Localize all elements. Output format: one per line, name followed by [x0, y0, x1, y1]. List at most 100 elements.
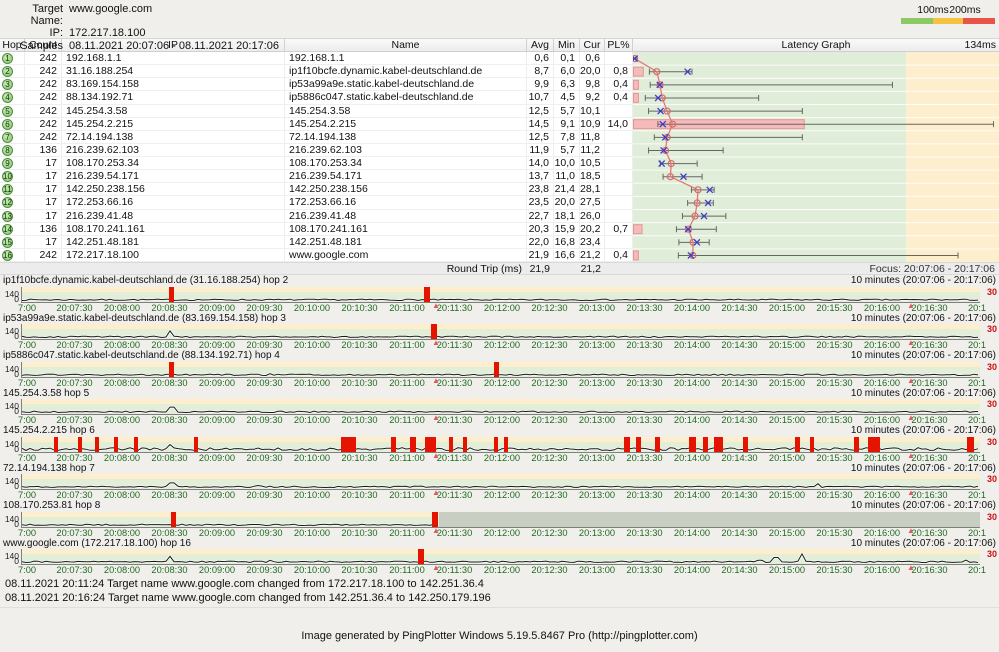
- column-header-ip[interactable]: IP: [62, 39, 285, 51]
- hop-number-badge: 8: [2, 144, 13, 156]
- time-tick-label: 20:10:30: [341, 302, 378, 313]
- time-axis: 7:00 20:07:30 20:08:00 20:08:30 20:09:00 20:0…: [0, 338, 999, 350]
- table-row-hop-2[interactable]: 2 242 31.16.188.254 ip1f10bcfe.dynamic.kabe…: [0, 65, 633, 79]
- time-tick-label: 20:15:00: [768, 527, 806, 538]
- timeline-loss-bar: [493, 436, 498, 452]
- timeline-plot[interactable]: [21, 361, 980, 378]
- column-header-name[interactable]: Name: [285, 39, 527, 51]
- y-axis-min-label: 0: [14, 556, 19, 566]
- count-cell: 242: [25, 117, 62, 130]
- column-header-min[interactable]: Min: [554, 39, 580, 51]
- timeline-loss-bar: [391, 436, 397, 452]
- timeline-plot[interactable]: [21, 399, 980, 415]
- column-header-pl[interactable]: PL%: [605, 39, 633, 51]
- hop-cell: 3: [0, 78, 25, 91]
- timeline-strip-6[interactable]: 72.14.194.138 hop 7 10 minutes (20:07:06…: [0, 463, 999, 500]
- table-row-hop-8[interactable]: 8 136 216.239.62.103 216.239.62.103 11,9 5,7 1…: [0, 143, 633, 157]
- timeline-plot[interactable]: [21, 549, 980, 565]
- legend-green-segment: [901, 18, 933, 24]
- timeline-loss-bar: [463, 436, 468, 452]
- timeline-strip-5[interactable]: 145.254.2.215 hop 6 10 minutes (20:07:06…: [0, 425, 999, 463]
- time-tick-label: 20:14:00: [673, 452, 711, 463]
- table-row-hop-11[interactable]: 11 17 142.250.238.156 142.250.238.156 23,8 21…: [0, 183, 633, 197]
- name-cell: ip53a99a9e.static.kabel-deutschland.de: [285, 78, 527, 91]
- time-tick-label: 20:16:00: [863, 415, 901, 425]
- avg-marker-hop-14: [684, 225, 693, 233]
- timeline-loss-bar: [77, 436, 82, 452]
- table-row-hop-6[interactable]: 6 242 145.254.2.215 145.254.2.215 14,5 9,1 10,…: [0, 117, 633, 131]
- time-tick-label: 20:07:30: [56, 302, 93, 313]
- time-tick-label: 20:12:30: [531, 415, 568, 425]
- timeline-plot[interactable]: [21, 286, 980, 303]
- table-row-hop-9[interactable]: 9 17 108.170.253.34 108.170.253.34 14,0 10,0 1…: [0, 157, 633, 171]
- ip-cell: 142.250.238.156: [62, 183, 285, 196]
- timeline-strip-8[interactable]: www.google.com (172.217.18.100) hop 16 1…: [0, 538, 999, 575]
- timeline-plot[interactable]: [21, 474, 980, 490]
- ip-cell: 108.170.241.161: [62, 222, 285, 235]
- time-tick-label: 20:09:00: [198, 490, 236, 500]
- time-tick-label: 20:13:30: [626, 490, 663, 500]
- min-cell: 16,6: [554, 248, 580, 261]
- column-header-hop[interactable]: Hop: [0, 39, 25, 51]
- time-tick-label: 20:13:00: [578, 527, 616, 538]
- table-row-hop-4[interactable]: 4 242 88.134.192.71 ip5886c047.static.kabel…: [0, 91, 633, 105]
- route-change-marker-icon: ▲: [432, 563, 440, 572]
- current-marker-hop-6: [659, 120, 667, 128]
- time-tick-label: 20:12:00: [483, 415, 521, 425]
- table-row-hop-10[interactable]: 10 17 216.239.54.171 216.239.54.171 13,7 11,0…: [0, 170, 633, 184]
- table-row-hop-12[interactable]: 12 17 172.253.66.16 172.253.66.16 23,5 20,0 27…: [0, 196, 633, 210]
- timeline-loss-bar: [794, 436, 800, 452]
- table-row-hop-16[interactable]: 16 242 172.217.18.100 www.google.com 21,9 16,…: [0, 248, 633, 262]
- column-header-count[interactable]: Count: [25, 39, 62, 51]
- timeline-plot[interactable]: [21, 324, 980, 340]
- count-cell: 242: [25, 248, 62, 261]
- loss-axis-max-label: 30: [986, 511, 997, 522]
- timeline-strip-3[interactable]: ip5886c047.static.kabel-deutschland.de (…: [0, 350, 999, 388]
- name-cell: 72.14.194.138: [285, 130, 527, 143]
- cur-cell: 26,0: [580, 209, 605, 222]
- table-row-hop-3[interactable]: 3 242 83.169.154.158 ip53a99a9e.static.kabe…: [0, 78, 633, 92]
- avg-cell: 21,9: [527, 248, 554, 261]
- table-row-hop-1[interactable]: 1 242 192.168.1.1 192.168.1.1 0,6 0,1 0,6: [0, 52, 633, 66]
- min-cell: 20,0: [554, 196, 580, 209]
- time-tick-label: 20:09:00: [198, 452, 236, 463]
- column-header-avg[interactable]: Avg: [527, 39, 554, 51]
- cur-cell: 9,2: [580, 91, 605, 104]
- time-axis: 7:00 20:07:30 20:08:00 20:08:30 20:09:00 20:0…: [0, 526, 999, 538]
- timeline-strip-7[interactable]: 108.170.253.81 hop 8 10 minutes (20:07:0…: [0, 500, 999, 538]
- avg-cell: 23,8: [527, 183, 554, 196]
- hop-number-badge: 10: [2, 171, 13, 183]
- time-tick-label: 20:11:30: [436, 377, 473, 388]
- pl-cell: [605, 235, 633, 248]
- timeline-loss-bar: [635, 436, 641, 452]
- ip-cell: 192.168.1.1: [62, 52, 285, 65]
- hop-cell: 11: [0, 183, 25, 196]
- table-row-hop-7[interactable]: 7 242 72.14.194.138 72.14.194.138 12,5 7,8 11,…: [0, 130, 633, 144]
- column-header-latency-graph[interactable]: Latency Graph 134ms: [633, 39, 999, 51]
- y-axis-min-label: 0: [14, 368, 19, 379]
- current-marker-hop-13: [700, 212, 708, 220]
- table-row-hop-15[interactable]: 15 17 142.251.48.181 142.251.48.181 22,0 16,8…: [0, 235, 633, 249]
- avg-latency-line: [634, 58, 699, 256]
- y-axis-min-label: 0: [14, 443, 19, 454]
- time-tick-label: 20:14:30: [721, 415, 758, 425]
- timeline-plot[interactable]: [21, 436, 980, 453]
- target-name-label: Target Name:: [30, 3, 63, 28]
- name-cell: 192.168.1.1: [285, 52, 527, 65]
- table-row-hop-5[interactable]: 5 242 145.254.3.58 145.254.3.58 12,5 5,7 10,1: [0, 104, 633, 118]
- time-tick-label: 20:16:30: [911, 415, 948, 425]
- timeline-strip-2[interactable]: ip53a99a9e.static.kabel-deutschland.de (…: [0, 313, 999, 350]
- timeline-strip-4[interactable]: 145.254.3.58 hop 5 10 minutes (20:07:06 …: [0, 388, 999, 425]
- table-row-hop-13[interactable]: 13 17 216.239.41.48 216.239.41.48 22,7 18,1 26…: [0, 209, 633, 223]
- timeline-plot[interactable]: [21, 511, 980, 528]
- cur-cell: 20,0: [580, 65, 605, 78]
- table-row-hop-14[interactable]: 14 136 108.170.241.161 108.170.241.161 20,3 1…: [0, 222, 633, 236]
- column-header-cur[interactable]: Cur: [580, 39, 605, 51]
- time-tick-label: 20:10:00: [293, 415, 331, 425]
- hop-number-badge: 2: [2, 66, 13, 78]
- time-tick-label: 20:12:00: [483, 377, 521, 388]
- latency-graph-canvas[interactable]: [633, 52, 999, 262]
- timeline-strip-1[interactable]: ip1f10bcfe.dynamic.kabel-deutschland.de …: [0, 275, 999, 313]
- time-tick-label: 20:11:00: [389, 340, 425, 350]
